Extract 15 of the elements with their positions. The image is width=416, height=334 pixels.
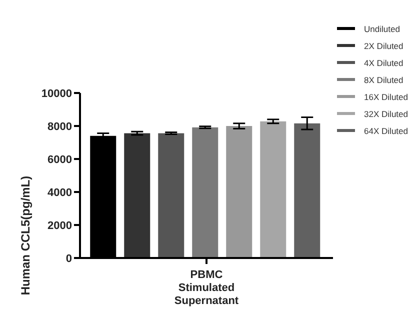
x-tick-label: PBMC Stimulated Supernatant — [174, 269, 239, 307]
y-tick-label: 6000 — [48, 154, 72, 166]
legend-label: 8X Diluted — [364, 74, 404, 84]
y-tick-label: 4000 — [48, 186, 72, 199]
y-tick-label: 10000 — [41, 88, 72, 100]
y-tick-label: 8000 — [48, 120, 72, 133]
legend-label: 64X Diluted — [364, 126, 408, 136]
y-axis-title: Human CCL5(pg/mL) — [18, 176, 32, 296]
legend-label: 4X Diluted — [364, 58, 404, 68]
legend-label: 16X Diluted — [364, 92, 408, 102]
legend-label: 32X Diluted — [364, 108, 408, 118]
y-tick-label: 0 — [66, 252, 72, 265]
y-tick-label: 2000 — [48, 220, 72, 232]
legend-label: Undiluted — [364, 24, 400, 34]
legend-label: 2X Diluted — [364, 40, 404, 50]
